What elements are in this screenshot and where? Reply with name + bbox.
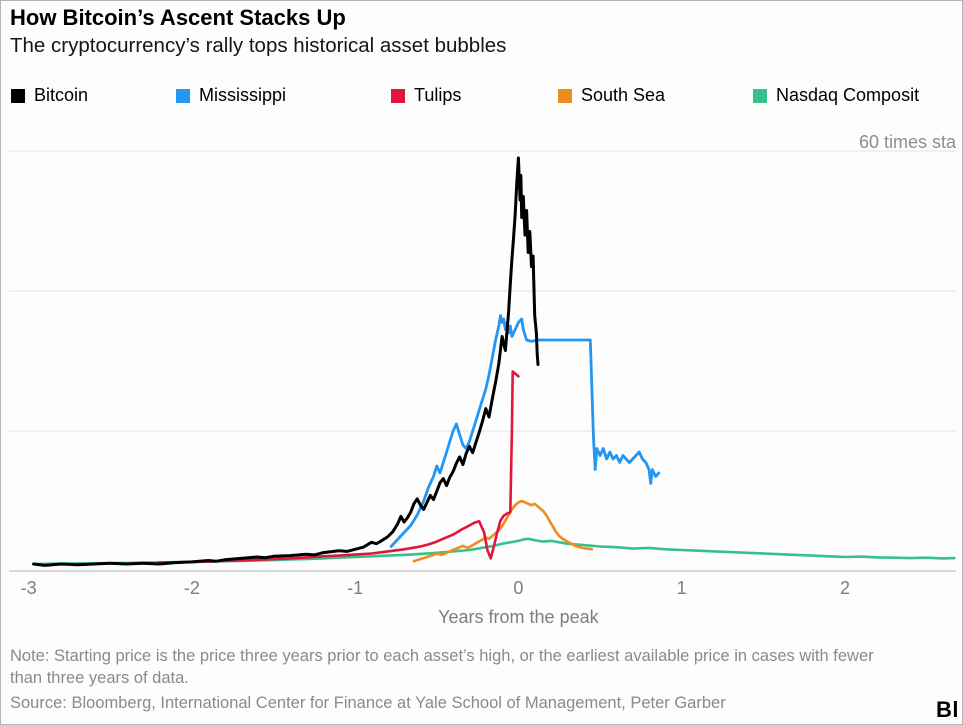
y-axis-unit-label: 60 times sta <box>858 132 956 152</box>
legend-item-bitcoin: Bitcoin <box>11 85 88 106</box>
line-chart <box>9 150 956 572</box>
note-text: Note: Starting price is the price three … <box>10 647 874 687</box>
x-tick--2: -2 <box>183 578 200 598</box>
x-axis-label: Years from the peak <box>438 607 599 627</box>
x-tick-1: 1 <box>676 578 687 598</box>
legend-item-nasdaq-composit: Nasdaq Composit <box>753 85 919 106</box>
legend-label: South Sea <box>581 85 666 105</box>
legend-swatch <box>558 88 572 103</box>
x-tick-0: 0 <box>513 578 524 598</box>
page-subtitle: The cryptocurrency’s rally tops historic… <box>10 34 507 57</box>
x-axis-ticks: -3 -2 -1 0 1 2 <box>9 578 956 600</box>
legend-swatch <box>391 88 405 103</box>
series-line-bitcoin <box>32 156 540 567</box>
chart-legend: Bitcoin Mississippi Tulips South Sea Nasdaq … <box>1 85 962 109</box>
legend-swatch <box>176 88 190 103</box>
legend-label: Tulips <box>414 85 462 105</box>
legend-swatch <box>753 88 767 103</box>
legend-label: Mississippi <box>199 85 287 105</box>
x-tick--3: -3 <box>20 578 37 598</box>
x-tick-2: 2 <box>839 578 851 598</box>
series-line-tulips <box>157 370 520 564</box>
series-line-mississippi <box>389 314 661 548</box>
legend-swatch <box>11 88 25 103</box>
legend-label: Bitcoin <box>34 85 89 105</box>
legend-item-south-sea: South Sea <box>558 85 665 106</box>
source-text: Source: Bloomberg, International Center … <box>10 694 726 712</box>
legend-item-tulips: Tulips <box>391 85 461 106</box>
bloomberg-logo-partial: Bl <box>936 697 959 722</box>
x-tick--1: -1 <box>347 578 364 598</box>
legend-label: Nasdaq Composit <box>776 85 920 105</box>
legend-item-mississippi: Mississippi <box>176 85 286 106</box>
page-title: How Bitcoin’s Ascent Stacks Up <box>10 5 346 30</box>
